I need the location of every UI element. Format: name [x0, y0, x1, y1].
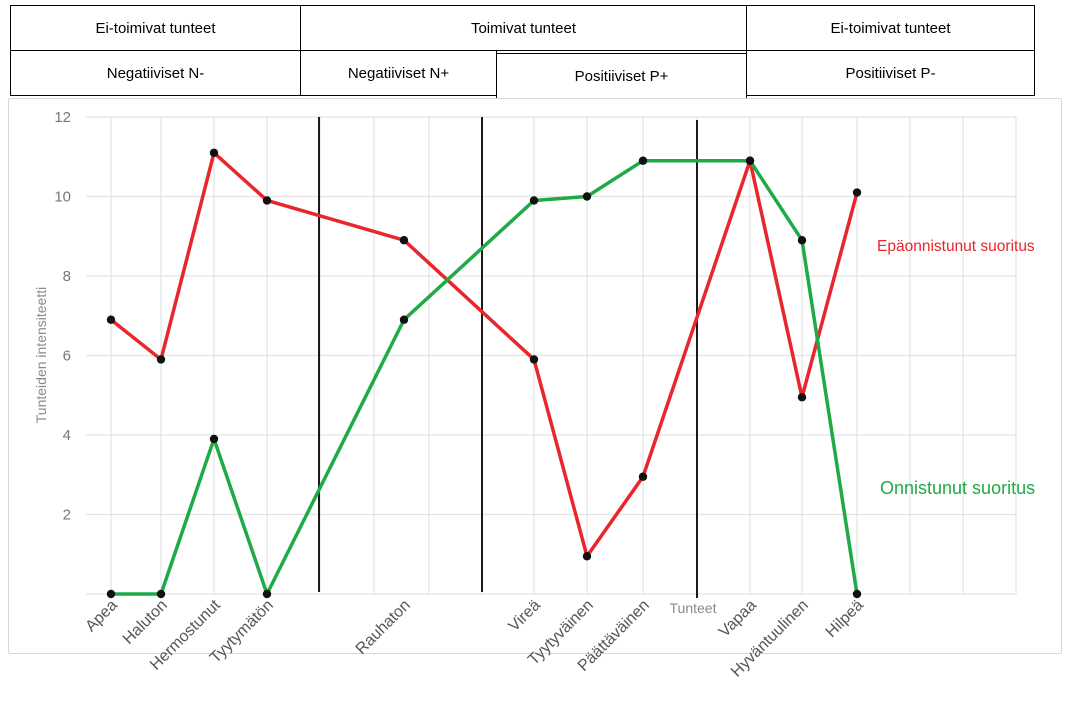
y-tick-labels: 2 4 6 8 10 12	[54, 109, 71, 524]
data-point-1	[638, 156, 648, 165]
data-point-1	[852, 589, 862, 599]
plot-frame	[8, 98, 1062, 654]
data-point-0	[106, 315, 116, 324]
data-point-1	[156, 589, 166, 599]
x-tick-label: Apea	[82, 597, 121, 636]
series-line-0	[109, 151, 859, 558]
header-functional: Toimivat tunteet	[300, 5, 747, 51]
data-point-0	[582, 552, 592, 561]
x-axis-label: Tunteet	[670, 600, 717, 616]
section-dividers	[318, 117, 698, 598]
series-label-failed: Epäonnistunut suoritus	[877, 238, 1035, 255]
data-point-0	[262, 196, 272, 205]
data-point-1	[262, 589, 272, 599]
data-point-0	[529, 355, 539, 364]
x-tick-label: Haluton	[120, 597, 171, 648]
data-point-0	[399, 236, 409, 245]
header-non-functional-left: Ei-toimivat tunteet	[10, 5, 301, 51]
y-tick-label: 12	[54, 109, 71, 126]
x-tick-label: Vireä	[506, 597, 544, 635]
y-tick-label: 10	[54, 189, 71, 206]
data-point-1	[399, 315, 409, 324]
x-tick-label: Vapaa	[716, 597, 760, 641]
y-axis-label: Tunteiden intensiteetti	[33, 287, 49, 423]
header-positive-p-plus: Positiiviset P+	[496, 53, 747, 99]
header-positive-p-minus: Positiiviset P-	[746, 50, 1035, 96]
header-negative-n-minus: Negatiiviset N-	[10, 50, 301, 96]
data-point-1	[582, 192, 592, 201]
data-point-0	[797, 393, 807, 402]
data-point-0	[852, 188, 862, 197]
series-line-1	[111, 158, 859, 596]
header-non-functional-right: Ei-toimivat tunteet	[746, 5, 1035, 51]
data-point-1	[106, 589, 116, 599]
grid	[86, 116, 1017, 595]
data-point-1	[529, 196, 539, 205]
series-label-successful: Onnistunut suoritus	[880, 478, 1036, 498]
data-point-0	[156, 355, 166, 364]
y-tick-label: 2	[63, 507, 71, 524]
data-point-0	[638, 472, 648, 481]
y-tick-label: 8	[63, 268, 71, 285]
data-point-0	[209, 148, 219, 157]
x-tick-label: Rauhaton	[353, 597, 414, 658]
data-point-1	[745, 156, 755, 165]
data-point-1	[209, 434, 219, 444]
x-tick-label: Hilpeä	[823, 597, 867, 641]
y-tick-label: 4	[63, 427, 71, 444]
series-lines	[106, 148, 862, 599]
y-tick-label: 6	[63, 348, 71, 365]
data-point-1	[797, 236, 807, 245]
header-negative-n-plus: Negatiiviset N+	[300, 50, 497, 96]
